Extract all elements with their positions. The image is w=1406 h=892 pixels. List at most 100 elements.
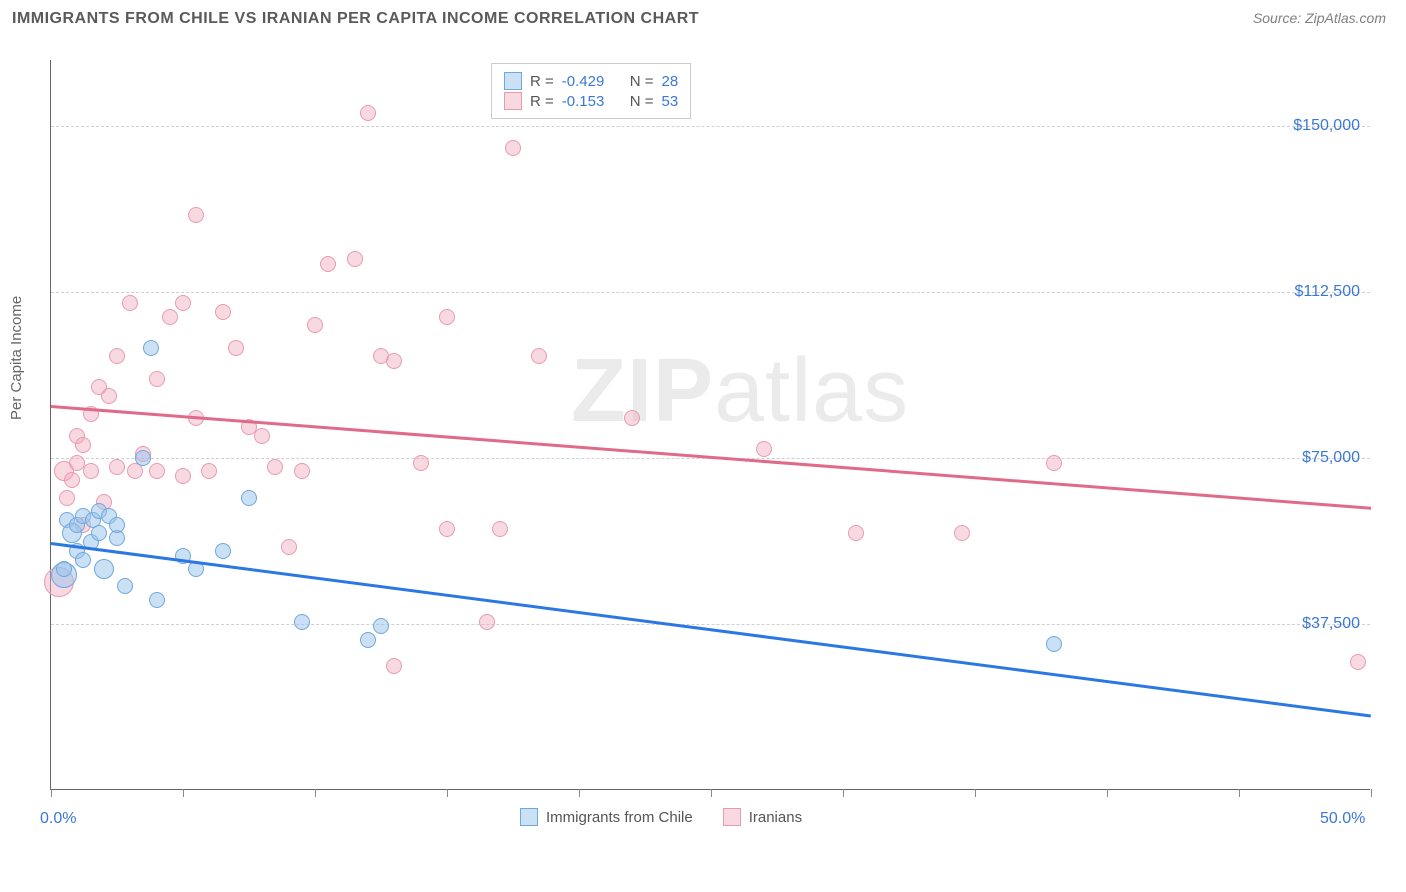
- data-point: [59, 490, 75, 506]
- data-point: [624, 410, 640, 426]
- data-point: [241, 490, 257, 506]
- x-tick: [51, 789, 52, 797]
- chart-header: IMMIGRANTS FROM CHILE VS IRANIAN PER CAP…: [0, 0, 1406, 34]
- data-point: [386, 353, 402, 369]
- data-point: [94, 559, 114, 579]
- series-legend: Immigrants from Chile Iranians: [520, 808, 802, 826]
- x-tick: [975, 789, 976, 797]
- gridline: [51, 624, 1370, 625]
- data-point: [75, 437, 91, 453]
- legend-row: R = -0.429 N = 28: [504, 72, 678, 90]
- data-point: [215, 543, 231, 559]
- r-label: R =: [530, 73, 554, 90]
- data-point: [101, 388, 117, 404]
- n-value: 28: [662, 73, 679, 90]
- x-tick: [183, 789, 184, 797]
- data-point: [109, 348, 125, 364]
- x-tick: [447, 789, 448, 797]
- data-point: [439, 521, 455, 537]
- legend-label: Immigrants from Chile: [546, 809, 693, 826]
- n-label: N =: [630, 73, 654, 90]
- data-point: [1350, 654, 1366, 670]
- data-point: [1046, 455, 1062, 471]
- data-point: [294, 463, 310, 479]
- legend-row: R = -0.153 N = 53: [504, 92, 678, 110]
- data-point: [320, 256, 336, 272]
- data-point: [56, 561, 72, 577]
- data-point: [360, 632, 376, 648]
- watermark-atlas: atlas: [714, 341, 909, 441]
- data-point: [347, 251, 363, 267]
- n-value: 53: [662, 93, 679, 110]
- plot-area: ZIPatlas $37,500 $75,000 $112,500 $150,000 R…: [50, 60, 1370, 790]
- chart-container: Per Capita Income ZIPatlas $37,500 $75,00…: [0, 40, 1406, 860]
- data-point: [228, 340, 244, 356]
- correlation-legend: R = -0.429 N = 28R = -0.153 N = 53: [491, 63, 691, 119]
- data-point: [149, 592, 165, 608]
- data-point: [386, 658, 402, 674]
- data-point: [215, 304, 231, 320]
- legend-swatch: [504, 92, 522, 110]
- data-point: [954, 525, 970, 541]
- trend-line: [51, 542, 1371, 717]
- r-label: R =: [530, 93, 554, 110]
- data-point: [254, 428, 270, 444]
- x-axis-label: 0.0%: [40, 810, 76, 828]
- y-tick-label: $112,500: [1294, 283, 1360, 301]
- x-tick: [579, 789, 580, 797]
- watermark-zip: ZIP: [571, 341, 714, 441]
- data-point: [175, 295, 191, 311]
- data-point: [307, 317, 323, 333]
- data-point: [267, 459, 283, 475]
- r-value: -0.429: [562, 73, 622, 90]
- data-point: [201, 463, 217, 479]
- data-point: [360, 105, 376, 121]
- data-point: [373, 618, 389, 634]
- legend-item: Immigrants from Chile: [520, 808, 693, 826]
- chart-title: IMMIGRANTS FROM CHILE VS IRANIAN PER CAP…: [12, 10, 699, 28]
- data-point: [439, 309, 455, 325]
- legend-swatch: [504, 72, 522, 90]
- source-attribution: Source: ZipAtlas.com: [1253, 10, 1386, 26]
- data-point: [479, 614, 495, 630]
- y-axis-label: Per Capita Income: [8, 296, 25, 420]
- data-point: [83, 463, 99, 479]
- x-tick: [1371, 789, 1372, 797]
- data-point: [149, 371, 165, 387]
- y-tick-label: $37,500: [1302, 615, 1360, 633]
- gridline: [51, 292, 1370, 293]
- data-point: [413, 455, 429, 471]
- data-point: [135, 450, 151, 466]
- data-point: [162, 309, 178, 325]
- watermark: ZIPatlas: [571, 340, 909, 443]
- data-point: [505, 140, 521, 156]
- y-tick-label: $150,000: [1293, 117, 1360, 135]
- x-tick: [1239, 789, 1240, 797]
- x-tick: [315, 789, 316, 797]
- gridline: [51, 126, 1370, 127]
- y-tick-label: $75,000: [1302, 449, 1360, 467]
- n-label: N =: [630, 93, 654, 110]
- legend-item: Iranians: [723, 808, 802, 826]
- data-point: [175, 468, 191, 484]
- data-point: [531, 348, 547, 364]
- data-point: [848, 525, 864, 541]
- data-point: [143, 340, 159, 356]
- data-point: [756, 441, 772, 457]
- x-axis-label: 50.0%: [1320, 810, 1365, 828]
- x-tick: [843, 789, 844, 797]
- data-point: [281, 539, 297, 555]
- data-point: [91, 525, 107, 541]
- data-point: [1046, 636, 1062, 652]
- data-point: [109, 517, 125, 533]
- data-point: [117, 578, 133, 594]
- r-value: -0.153: [562, 93, 622, 110]
- data-point: [188, 207, 204, 223]
- data-point: [122, 295, 138, 311]
- data-point: [294, 614, 310, 630]
- data-point: [109, 459, 125, 475]
- data-point: [75, 552, 91, 568]
- legend-swatch: [520, 808, 538, 826]
- x-tick: [711, 789, 712, 797]
- data-point: [149, 463, 165, 479]
